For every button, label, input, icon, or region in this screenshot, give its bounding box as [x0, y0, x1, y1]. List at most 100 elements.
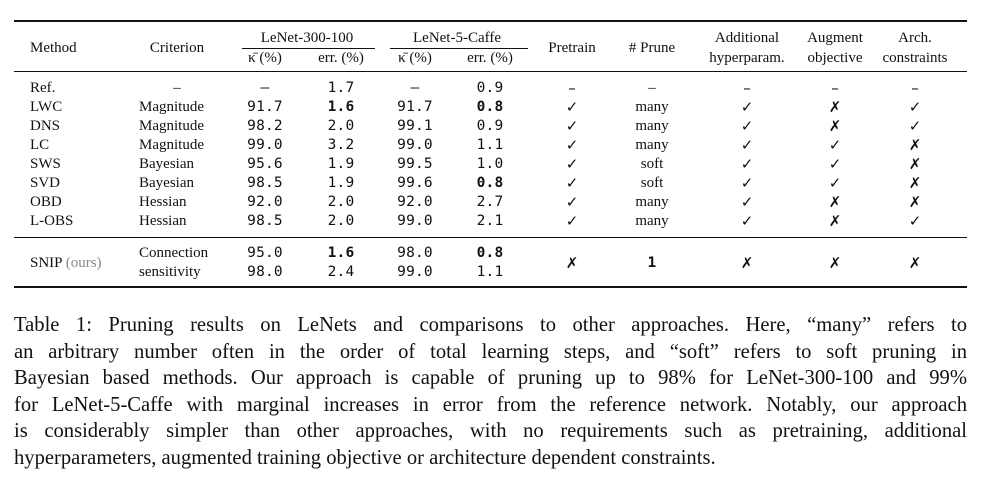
- cell-criterion: Bayesian: [139, 175, 194, 191]
- header-err-300: err. (%): [318, 50, 364, 66]
- cell-e5: 0.8: [476, 175, 504, 191]
- cell-additional: ✓: [740, 98, 754, 116]
- cell-e300: 2.0: [327, 213, 355, 229]
- cell-criterion: Magnitude: [139, 137, 204, 153]
- cell-e300: 1.9: [327, 175, 355, 191]
- cell-pretrain: –: [568, 79, 576, 97]
- cell-arch: ✓: [908, 98, 922, 116]
- cell-k5: 92.0: [397, 194, 433, 210]
- header-method: Method: [30, 40, 77, 56]
- header-pretrain: Pretrain: [548, 40, 596, 56]
- cell-e5: 2.7: [476, 194, 504, 210]
- cell-method: Ref.: [30, 80, 56, 96]
- cell-e5: 1.1: [476, 137, 504, 153]
- snip-k300-2: 98.0: [247, 264, 283, 280]
- cell-criterion: Hessian: [139, 194, 187, 210]
- snip-k5-2: 99.0: [397, 264, 433, 280]
- snip-additional-mark: ✗: [740, 254, 754, 272]
- cell-augment: ✗: [828, 193, 842, 211]
- cell-pretrain: ✓: [565, 193, 579, 211]
- snip-augment-mark: ✗: [828, 254, 842, 272]
- cell-arch: ✓: [908, 212, 922, 230]
- cell-augment: ✓: [828, 155, 842, 173]
- cell-additional: ✓: [740, 174, 754, 192]
- cell-additional: ✓: [740, 193, 754, 211]
- cell-k300: 98.5: [247, 213, 283, 229]
- cell-k300: 91.7: [247, 99, 283, 115]
- cell-e300: 1.9: [327, 156, 355, 172]
- snip-criterion-1: Connection: [139, 245, 209, 261]
- cell-k5: 99.5: [397, 156, 433, 172]
- header-arch-2: constraints: [882, 50, 948, 66]
- cell-k5: 99.0: [397, 137, 433, 153]
- cell-augment: –: [831, 79, 839, 97]
- cell-additional: –: [743, 79, 751, 97]
- cell-pretrain: ✓: [565, 136, 579, 154]
- snip-e300-2: 2.4: [327, 264, 355, 280]
- cell-arch: ✗: [908, 174, 922, 192]
- cell-arch: ✗: [908, 193, 922, 211]
- snip-prune: 1: [647, 255, 657, 271]
- cell-arch: ✗: [908, 136, 922, 154]
- cell-method: OBD: [30, 194, 62, 210]
- cell-prune: many: [635, 213, 669, 229]
- bottom-rule: [14, 286, 967, 288]
- cell-arch: ✗: [908, 155, 922, 173]
- cell-e5: 0.8: [476, 99, 504, 115]
- cell-augment: ✗: [828, 98, 842, 116]
- cell-augment: ✗: [828, 117, 842, 135]
- cell-e300: 1.7: [327, 80, 355, 96]
- cell-method: L-OBS: [30, 213, 74, 229]
- cell-augment: ✗: [828, 212, 842, 230]
- cell-pretrain: ✓: [565, 98, 579, 116]
- cell-criterion: Magnitude: [139, 99, 204, 115]
- cell-prune: many: [635, 137, 669, 153]
- cell-arch: ✓: [908, 117, 922, 135]
- caption-line: is considerably simpler than other appro…: [14, 420, 967, 442]
- cell-e300: 3.2: [327, 137, 355, 153]
- cell-k5: 99.6: [397, 175, 433, 191]
- cell-method: LC: [30, 137, 50, 153]
- cell-prune: soft: [640, 175, 664, 191]
- header-kappa-5: κ̄ (%): [398, 50, 432, 66]
- cell-e300: 1.6: [327, 99, 355, 115]
- header-kappa-300: κ̄ (%): [248, 50, 282, 66]
- results-table: Method Criterion LeNet-300-100 LeNet-5-C…: [14, 20, 967, 290]
- caption-line: Table 1: Pruning results on LeNets and c…: [14, 314, 967, 336]
- cell-prune: many: [635, 194, 669, 210]
- header-lenet300: LeNet-300-100: [260, 30, 354, 46]
- caption-line: hyperparameters, augmented training obje…: [14, 446, 716, 469]
- cell-prune: soft: [640, 156, 664, 172]
- cell-e5: 0.9: [476, 118, 504, 134]
- cell-criterion: Bayesian: [139, 156, 194, 172]
- cell-augment: ✓: [828, 174, 842, 192]
- cell-method: DNS: [30, 118, 61, 134]
- cell-k5: 99.0: [397, 213, 433, 229]
- header-lenet5: LeNet-5-Caffe: [412, 30, 502, 46]
- cell-method: SVD: [30, 175, 61, 191]
- cell-k5: 91.7: [397, 99, 433, 115]
- cell-e5: 1.0: [476, 156, 504, 172]
- cell-prune: many: [635, 99, 669, 115]
- snip-k300-1: 95.0: [247, 245, 283, 261]
- cell-prune: –: [648, 80, 656, 96]
- cell-criterion: Magnitude: [139, 118, 204, 134]
- cell-k300: 99.0: [247, 137, 283, 153]
- cell-k5: 99.1: [397, 118, 433, 134]
- snip-k5-1: 98.0: [397, 245, 433, 261]
- cell-criterion: Hessian: [139, 213, 187, 229]
- caption-line: Bayesian based methods. Our approach is …: [14, 367, 967, 389]
- snip-method-note: (ours): [65, 255, 102, 271]
- caption-line: for LeNet-5-Caffe with marginal increase…: [14, 393, 967, 416]
- cell-additional: ✓: [740, 155, 754, 173]
- cell-augment: ✓: [828, 136, 842, 154]
- cell-pretrain: ✓: [565, 155, 579, 173]
- header-augment-2: objective: [807, 50, 863, 66]
- cell-prune: many: [635, 118, 669, 134]
- cell-pretrain: ✓: [565, 174, 579, 192]
- header-additional-2: hyperparam.: [709, 50, 785, 66]
- cell-k300: 92.0: [247, 194, 283, 210]
- cell-arch: –: [911, 79, 919, 97]
- cell-e5: 0.9: [476, 80, 504, 96]
- cell-e5: 2.1: [476, 213, 504, 229]
